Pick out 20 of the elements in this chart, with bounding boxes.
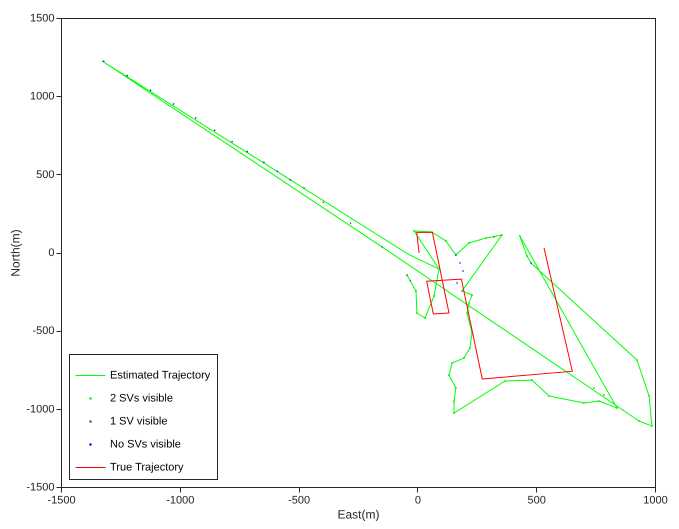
x-tick-label: -500: [288, 494, 310, 506]
legend-label: No SVs visible: [110, 438, 181, 450]
y-tick-label: -1500: [26, 482, 54, 494]
x-tick-label: -1500: [47, 494, 76, 506]
y-tick-label: -500: [32, 325, 54, 338]
y-tick-label: -1000: [26, 403, 54, 416]
x-tick-label: 1000: [643, 494, 668, 506]
x-tick-label: 500: [528, 494, 546, 506]
y-tick-label: 500: [36, 168, 54, 181]
legend-label: Estimated Trajectory: [110, 370, 211, 382]
y-tick-label: 0: [48, 247, 54, 259]
y-tick-label: 1500: [30, 12, 54, 24]
x-axis-title: East(m): [338, 508, 380, 522]
legend-label: 1 SV visible: [110, 416, 168, 428]
x-tick-label: -1000: [166, 494, 194, 506]
x-tick-label: 0: [414, 494, 421, 506]
y-tick-label: 1000: [30, 90, 54, 103]
legend-label: 2 SVs visible: [110, 392, 173, 404]
legend-label: True Trajectory: [110, 462, 184, 474]
y-axis-title: North(m): [8, 229, 22, 277]
